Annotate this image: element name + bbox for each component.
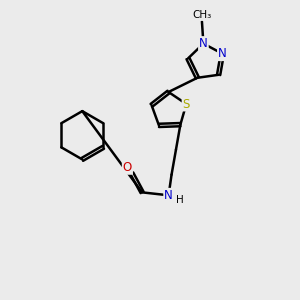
Text: N: N <box>164 189 173 202</box>
Text: O: O <box>123 161 132 174</box>
Text: H: H <box>176 195 184 205</box>
Text: S: S <box>183 98 190 110</box>
Text: CH₃: CH₃ <box>192 10 212 20</box>
Text: N: N <box>218 47 227 60</box>
Text: N: N <box>199 37 208 50</box>
